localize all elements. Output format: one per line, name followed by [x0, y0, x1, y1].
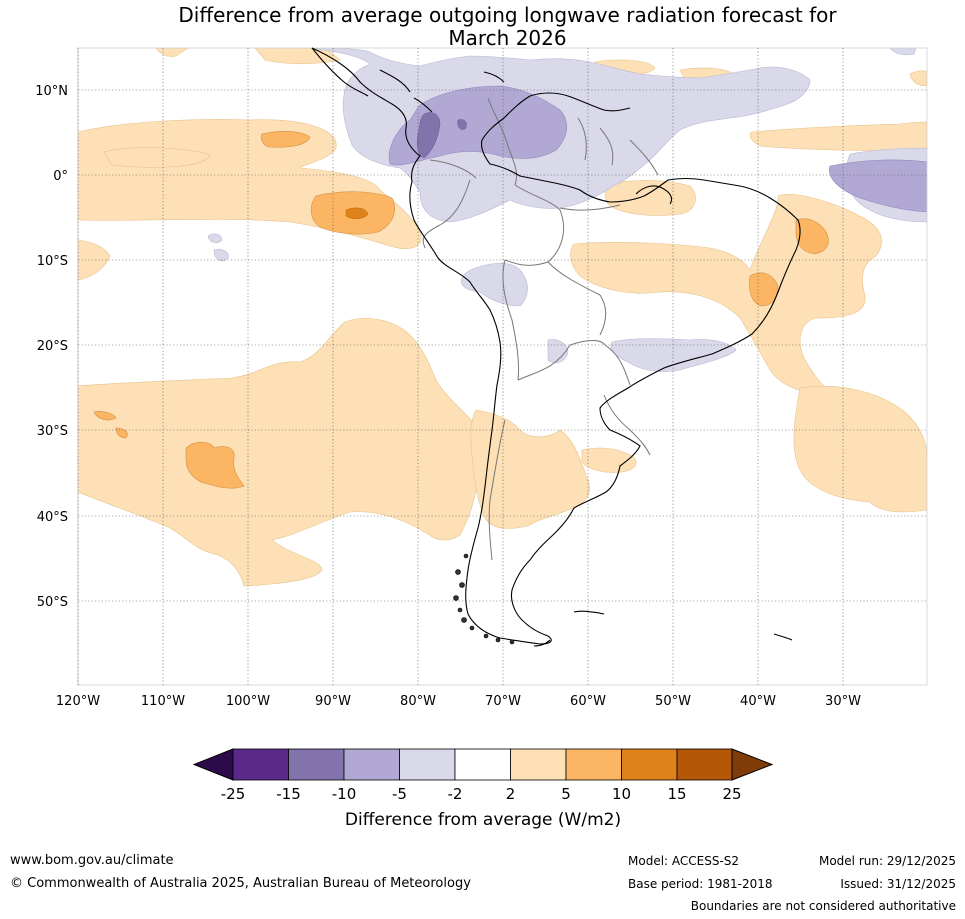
- lat-label-40S: 40°S: [37, 510, 68, 525]
- colorbar-tick-label: 10: [612, 785, 631, 803]
- latitude-labels: 10°N 0° 10°S 20°S 30°S 40°S 50°S: [35, 84, 68, 610]
- colorbar-tick-label: -25: [221, 785, 246, 803]
- colorbar-segment-3: [343, 748, 400, 781]
- lon-label-70W: 70°W: [485, 694, 521, 709]
- lon-label-40W: 40°W: [740, 694, 776, 709]
- anomaly-field: [78, 48, 927, 587]
- country-borders: [422, 97, 659, 561]
- lat-label-50S: 50°S: [37, 595, 68, 610]
- patagonia-fjords: [453, 553, 515, 645]
- colorbar-tick-label: 25: [722, 785, 741, 803]
- lon-label-80W: 80°W: [400, 694, 436, 709]
- website-link[interactable]: www.bom.gov.au/climate: [10, 853, 174, 868]
- longitude-labels: 120°W 110°W 100°W 90°W 80°W 70°W 60°W 50…: [56, 694, 861, 709]
- colorbar-segment-min-extend: [192, 748, 234, 781]
- lat-label-10N: 10°N: [35, 84, 68, 99]
- graticule: [77, 48, 927, 685]
- positive-anomaly-dark: [345, 207, 369, 219]
- issued-date: Issued: 31/12/2025: [840, 877, 956, 891]
- title-line-1: Difference from average outgoing longwav…: [178, 3, 837, 27]
- lon-label-30W: 30°W: [825, 694, 861, 709]
- lon-label-60W: 60°W: [570, 694, 606, 709]
- positive-anomaly-medium: [93, 131, 829, 489]
- copyright-text: © Commonwealth of Australia 2025, Austra…: [10, 876, 471, 891]
- title-line-2: March 2026: [448, 26, 567, 50]
- colorbar-segment-6: [510, 748, 567, 781]
- colorbar-segment-2: [288, 748, 345, 781]
- colorbar-segment-4: [399, 748, 456, 781]
- colorbar-segment-7: [565, 748, 622, 781]
- colorbar-tick-label: -10: [332, 785, 357, 803]
- colorbar-segment-8: [621, 748, 678, 781]
- colorbar-tick-label: 2: [506, 785, 516, 803]
- colorbar-legend: -25 -15 -10 -5 -2 2 5 10 15 25 Differenc…: [192, 748, 774, 830]
- colorbar-tick-label: -15: [276, 785, 301, 803]
- colorbar-title: Difference from average (W/m2): [345, 810, 621, 830]
- lon-label-50W: 50°W: [655, 694, 691, 709]
- lat-label-10S: 10°S: [37, 254, 68, 269]
- map-frame: [77, 47, 928, 686]
- lat-label-20S: 20°S: [37, 339, 68, 354]
- lon-label-110W: 110°W: [141, 694, 185, 709]
- lat-label-0: 0°: [53, 169, 68, 184]
- model-run-date: Model run: 29/12/2025: [818, 854, 956, 868]
- colorbar-tick-label: 15: [667, 785, 686, 803]
- colorbar-segment-5: [454, 748, 511, 781]
- chart-title: Difference from average outgoing longwav…: [0, 4, 965, 50]
- lon-label-120W: 120°W: [56, 694, 100, 709]
- colorbar-segment-max-extend: [731, 748, 774, 781]
- model-name: Model: ACCESS-S2: [628, 854, 740, 868]
- colorbar-tick-label: -2: [448, 785, 463, 803]
- colorbar-segment-1: [232, 748, 289, 781]
- base-period: Base period: 1981-2018: [628, 877, 773, 891]
- boundaries-disclaimer: Boundaries are not considered authoritat…: [690, 899, 956, 913]
- lon-label-90W: 90°W: [315, 694, 351, 709]
- colorbar-tick-label: 5: [561, 785, 571, 803]
- negative-anomaly-dark: [417, 112, 467, 159]
- colorbar-tick-label: -5: [392, 785, 407, 803]
- colorbar-segment-9: [676, 748, 733, 781]
- coastline: [311, 47, 801, 647]
- lat-label-30S: 30°S: [37, 424, 68, 439]
- lon-label-100W: 100°W: [226, 694, 270, 709]
